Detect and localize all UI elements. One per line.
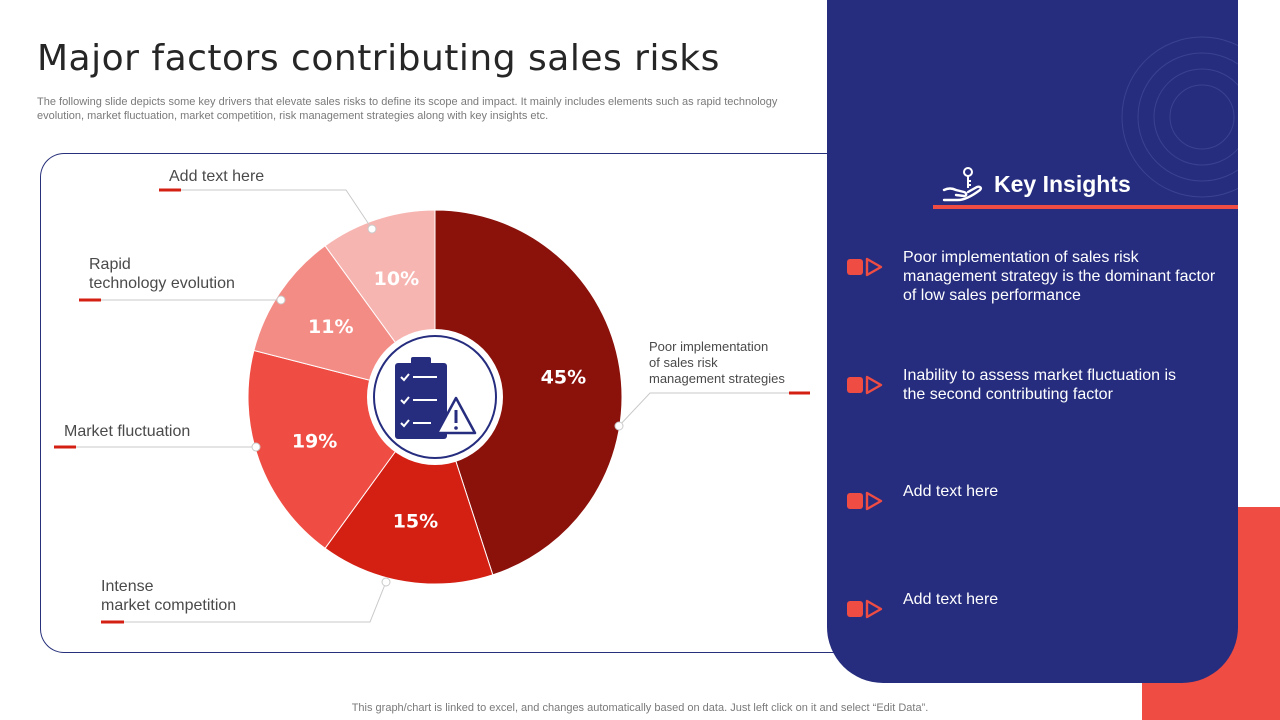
insight-item: Add text here xyxy=(846,482,998,511)
footer-note: This graph/chart is linked to excel, and… xyxy=(351,702,929,714)
concentric-rings-decoration xyxy=(1121,36,1238,198)
insight-item: Poor implementation of sales risk manage… xyxy=(846,248,1215,304)
insight-item: Add text here xyxy=(846,590,998,619)
insights-heading: Key Insights xyxy=(942,162,1131,206)
hand-key-icon xyxy=(942,167,982,202)
callout-label-market-competition: Intense market competition xyxy=(101,578,237,614)
chart-frame xyxy=(40,153,856,653)
insights-heading-label: Key Insights xyxy=(994,170,1131,197)
insight-marker-icon xyxy=(847,257,883,277)
insight-text: Poor implementation of sales risk manage… xyxy=(903,249,1216,304)
insight-text: Add text here xyxy=(903,591,999,608)
insight-text: Add text here xyxy=(903,483,999,500)
insights-panel xyxy=(827,0,1238,683)
insight-marker-icon xyxy=(847,491,883,511)
callout-label-market-fluctuation: Market fluctuation xyxy=(64,423,191,440)
callout-label-add-text: Add text here xyxy=(169,168,265,185)
insight-item: Inability to assess market fluctuation i… xyxy=(846,366,1176,403)
page-title: Major factors contributing sales risks xyxy=(37,38,720,79)
callout-label-rapid-technology: Rapid technology evolution xyxy=(89,256,235,292)
insights-underline xyxy=(933,205,1238,209)
insight-marker-icon xyxy=(847,599,883,619)
callout-label-poor-implementation: Poor implementation of sales risk manage… xyxy=(649,339,785,386)
page-subtitle: The following slide depicts some key dri… xyxy=(37,96,778,122)
insight-marker-icon xyxy=(847,375,883,395)
insight-text: Inability to assess market fluctuation i… xyxy=(903,367,1177,403)
